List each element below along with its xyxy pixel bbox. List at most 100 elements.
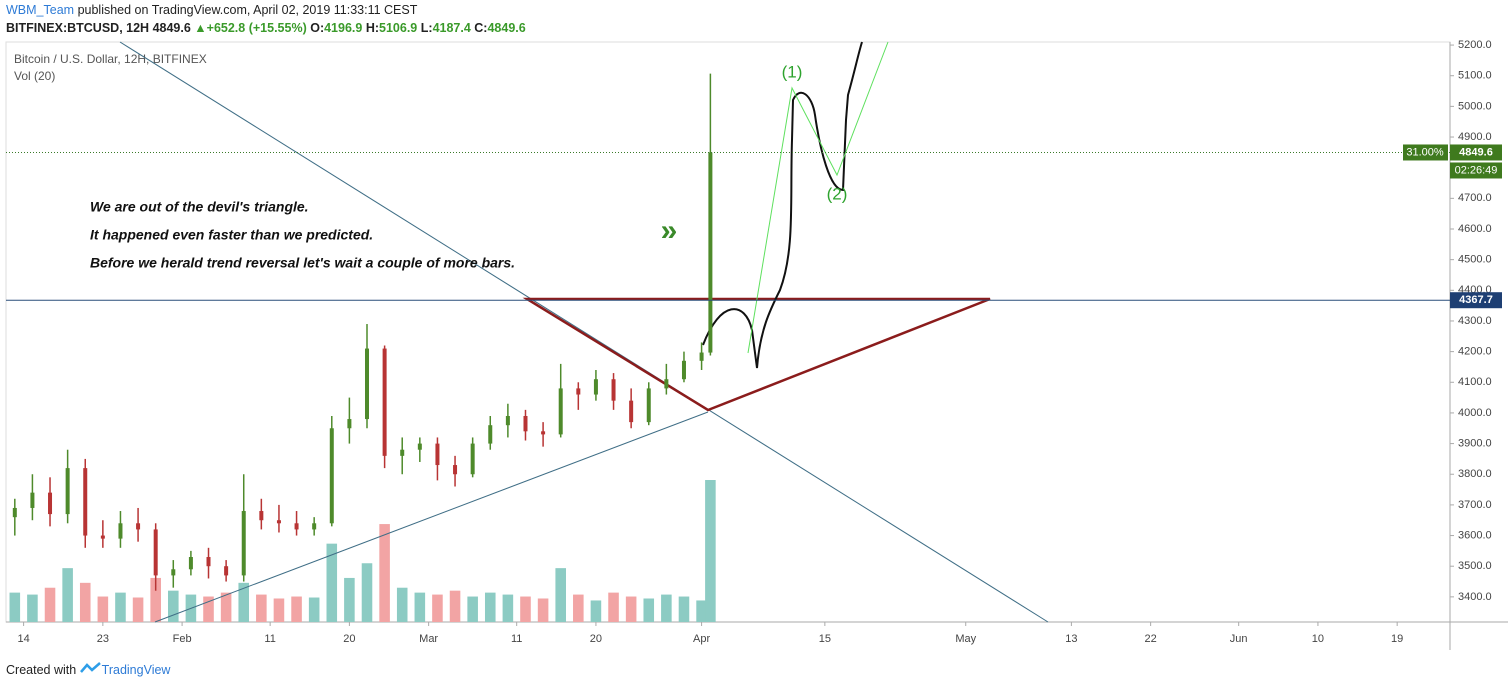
- candle-body: [400, 449, 405, 456]
- volume-bar: [555, 568, 566, 622]
- annotation: Before we herald trend reversal let's wa…: [90, 255, 515, 271]
- trend-line: [154, 411, 709, 623]
- ohlc-h: H:5106.9: [366, 21, 417, 35]
- x-tick-label: 11: [264, 633, 275, 645]
- candle-body: [593, 379, 598, 395]
- x-tick-label: Apr: [693, 633, 710, 645]
- x-tick-label: May: [955, 633, 976, 645]
- candle-body: [241, 511, 246, 576]
- volume-label: Vol (20): [14, 69, 55, 83]
- candle-body: [629, 400, 634, 423]
- candle-body: [488, 425, 493, 444]
- symbol: BITFINEX:BTCUSD, 12H: [6, 21, 150, 35]
- volume-bar: [537, 598, 549, 622]
- logo: [79, 662, 101, 673]
- candle-body: [259, 511, 264, 521]
- volume-bar: [44, 587, 56, 622]
- wave-label: (1): [782, 62, 803, 81]
- price-box: [1450, 144, 1502, 161]
- candle-body: [558, 388, 563, 435]
- candle-body: [224, 566, 229, 576]
- volume-bar: [79, 582, 91, 622]
- author-link[interactable]: WBM_Team: [6, 3, 75, 17]
- x-tick-label: 14: [17, 633, 29, 645]
- volume-bar: [168, 590, 179, 622]
- countdown-box: [1450, 162, 1502, 179]
- candle-body: [329, 428, 334, 524]
- volume-bar: [379, 524, 390, 622]
- hline-label: 4367.7: [1459, 294, 1493, 306]
- l-value: 4187.4: [432, 21, 471, 35]
- y-tick-label: 4500.0: [1458, 254, 1492, 266]
- plot-frame: [5, 41, 1451, 623]
- annotation: It happened even faster than we predicte…: [90, 227, 373, 243]
- pct-label: 31.00%: [1406, 146, 1444, 158]
- candle-body: [541, 431, 546, 435]
- y-tick-label: 5100.0: [1458, 70, 1492, 82]
- volume-bar: [432, 594, 443, 622]
- candle-body: [699, 352, 704, 361]
- volume-bar: [705, 480, 716, 622]
- annotation: We are out of the devil's triangle.: [90, 199, 309, 215]
- candle-body: [30, 492, 35, 508]
- x-tick-label: Jun: [1230, 633, 1248, 645]
- y-tick-label: 4200.0: [1458, 346, 1492, 358]
- wave-line: [747, 41, 889, 354]
- x-tick-label: 20: [590, 633, 602, 645]
- volume-bar: [696, 600, 707, 622]
- candle-body: [171, 569, 176, 576]
- y-tick-label: 3900.0: [1458, 437, 1492, 449]
- volume-bar: [97, 596, 109, 622]
- candle-body: [206, 557, 211, 567]
- wave-label: (2): [827, 184, 848, 203]
- y-tick-label: 4600.0: [1458, 223, 1492, 235]
- triangle: [522, 297, 991, 412]
- change-text: +652.8 (+15.55%): [206, 21, 307, 35]
- h-label: H:: [365, 21, 380, 35]
- candle-body: [136, 523, 141, 530]
- x-tick-label: 19: [1391, 633, 1403, 645]
- candle-body: [611, 379, 616, 401]
- volume-bar: [132, 597, 144, 622]
- candle-body: [188, 557, 193, 570]
- volume-bar: [678, 596, 690, 622]
- candle-body: [48, 492, 53, 515]
- volume-bar: [308, 597, 320, 622]
- x-tick-label: 22: [1145, 633, 1157, 645]
- candle-body: [646, 388, 651, 423]
- arrow-icon: »: [661, 214, 678, 247]
- volume-bar: [643, 598, 655, 622]
- candle-body: [365, 348, 369, 420]
- candle-body: [382, 348, 387, 456]
- volume-bar: [520, 596, 531, 622]
- pct-box: [1403, 144, 1448, 161]
- y-tick-label: 4900.0: [1458, 131, 1492, 143]
- candle-body: [576, 388, 581, 395]
- change: ▲+652.8 (+15.55%): [194, 21, 307, 35]
- o-label: O:: [310, 21, 325, 35]
- countdown-label: 02:26:49: [1455, 164, 1498, 176]
- candle-body: [417, 443, 422, 450]
- y-tick-label: 4700.0: [1458, 192, 1492, 204]
- y-tick-label: 4000.0: [1458, 407, 1492, 419]
- candle-body: [708, 152, 713, 353]
- hline-box: [1450, 292, 1502, 309]
- y-tick-label: 3500.0: [1458, 560, 1492, 572]
- y-tick-label: 4100.0: [1458, 376, 1492, 388]
- candle-body: [65, 468, 70, 515]
- x-tick-label: 20: [343, 633, 355, 645]
- volume-bar: [273, 598, 285, 622]
- candle-body: [12, 507, 17, 518]
- volume-bar: [502, 594, 514, 622]
- volume-bar: [449, 590, 461, 622]
- y-tick-label: 5000.0: [1458, 100, 1492, 112]
- volume-bar: [625, 596, 637, 622]
- volume-bar: [361, 563, 373, 622]
- candle-body: [83, 468, 88, 536]
- c-value: 4849.6: [487, 21, 526, 35]
- chart-title: Bitcoin / U.S. Dollar, 12H, BITFINEX: [14, 52, 207, 66]
- price-label: 4849.6: [1459, 146, 1493, 158]
- candle-body: [312, 523, 317, 530]
- footer-brand[interactable]: TradingView: [79, 662, 170, 677]
- candle-body: [453, 465, 458, 475]
